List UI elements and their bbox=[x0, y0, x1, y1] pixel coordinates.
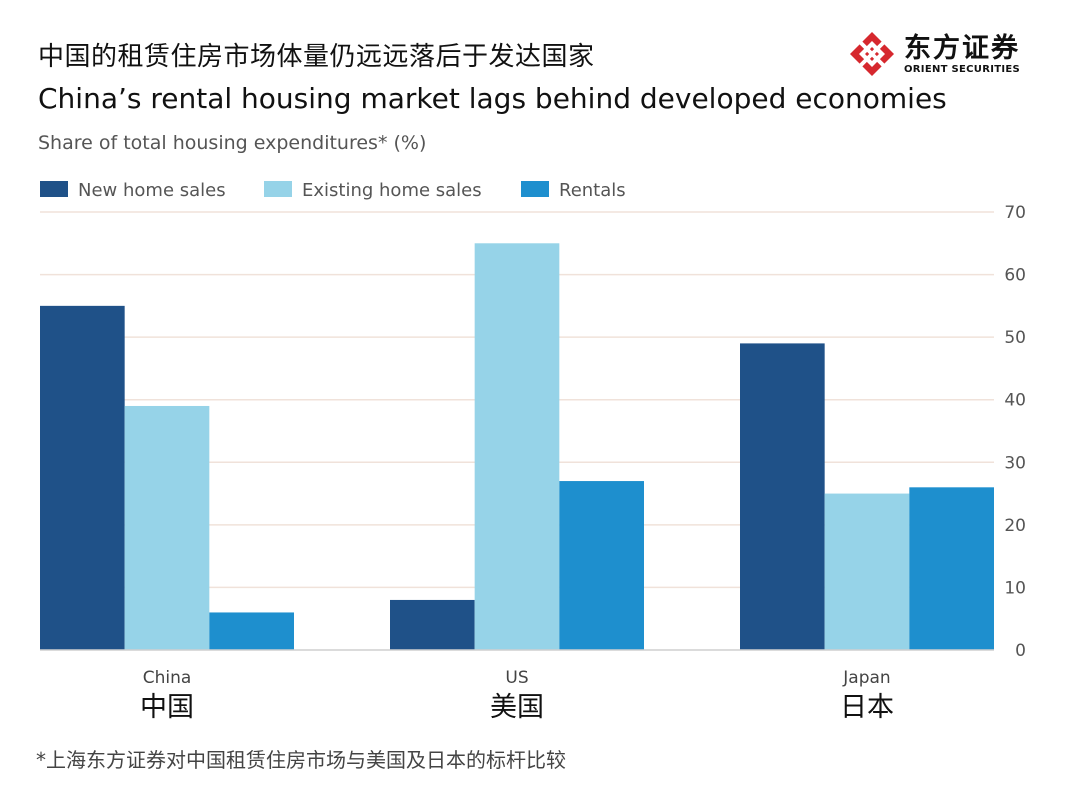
legend-swatch-existing-home-sales bbox=[264, 181, 292, 197]
chart-title-english: China’s rental housing market lags behin… bbox=[38, 82, 947, 115]
chart-title-chinese: 中国的租赁住房市场体量仍远远落后于发达国家 bbox=[38, 42, 595, 72]
legend-label-rentals: Rentals bbox=[559, 180, 626, 201]
x-tick-label-japan: Japan bbox=[842, 668, 890, 688]
x-tick-label-zh-china: 中国 bbox=[140, 692, 194, 723]
y-tick-label-60: 60 bbox=[1004, 266, 1026, 286]
bar-us-rentals bbox=[559, 481, 644, 650]
bar-china-new-home-sales bbox=[40, 305, 125, 650]
legend-swatch-rentals bbox=[521, 181, 549, 197]
legend-label-existing-home-sales: Existing home sales bbox=[302, 180, 482, 201]
x-tick-label-zh-japan: 日本 bbox=[840, 692, 894, 723]
bar-us-new-home-sales bbox=[390, 599, 475, 650]
logo-name-english: ORIENT SECURITIES bbox=[904, 63, 1021, 75]
y-tick-label-20: 20 bbox=[1004, 516, 1026, 536]
legend-swatch-new-home-sales bbox=[40, 181, 68, 197]
chart-subtitle: Share of total housing expenditures* (%) bbox=[38, 132, 427, 154]
bar-japan-rentals bbox=[909, 487, 994, 650]
y-tick-label-70: 70 bbox=[1004, 203, 1026, 223]
legend-label-new-home-sales: New home sales bbox=[78, 180, 226, 201]
bar-china-existing-home-sales bbox=[124, 405, 210, 650]
logo-name-chinese: 东方证券 bbox=[904, 32, 1020, 64]
x-tick-label-us: US bbox=[505, 668, 528, 688]
x-tick-label-china: China bbox=[143, 668, 192, 688]
bar-us-existing-home-sales bbox=[474, 243, 560, 651]
bar-japan-existing-home-sales bbox=[824, 493, 910, 650]
orient-securities-logo-icon bbox=[850, 32, 894, 76]
x-tick-label-zh-us: 美国 bbox=[490, 692, 544, 723]
bar-china-rentals bbox=[209, 612, 294, 650]
bar-japan-new-home-sales bbox=[740, 343, 825, 650]
orient-securities-logo: 东方证券 ORIENT SECURITIES bbox=[848, 30, 1020, 78]
y-tick-label-40: 40 bbox=[1004, 391, 1026, 411]
y-tick-label-0: 0 bbox=[1015, 641, 1026, 661]
y-tick-label-10: 10 bbox=[1004, 578, 1026, 598]
footnote: *上海东方证券对中国租赁住房市场与美国及日本的标杆比较 bbox=[36, 748, 566, 772]
y-tick-label-50: 50 bbox=[1004, 328, 1026, 348]
y-tick-label-30: 30 bbox=[1004, 453, 1026, 473]
